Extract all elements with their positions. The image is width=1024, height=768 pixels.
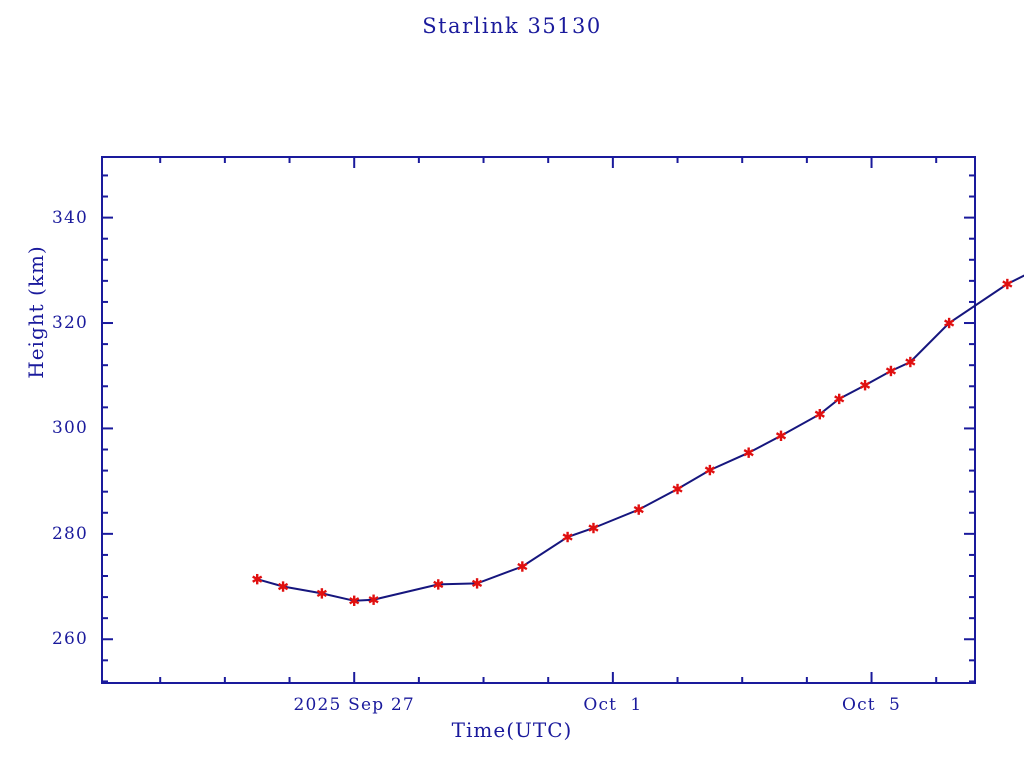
- data-point-marker: [277, 581, 289, 592]
- data-point-marker: [316, 588, 327, 599]
- data-point-marker: [1002, 278, 1013, 290]
- axis-frame: [101, 156, 976, 684]
- x-tick-label: Oct 1: [583, 695, 643, 715]
- data-point-marker: [368, 594, 379, 605]
- y-tick-label: 340: [51, 207, 88, 228]
- y-tick-label: 300: [51, 418, 88, 439]
- data-point-marker: [562, 531, 573, 543]
- data-point-marker: [834, 393, 845, 405]
- data-point-marker: [775, 430, 787, 442]
- data-point-marker: [672, 483, 683, 495]
- data-point-marker: [252, 573, 263, 585]
- x-axis-label: Time(UTC): [451, 718, 573, 742]
- data-point-marker: [349, 595, 360, 606]
- data-line: [256, 274, 1024, 602]
- data-point-marker: [517, 561, 528, 572]
- axis-ticks: [102, 157, 975, 683]
- y-tick-label: 260: [51, 629, 88, 650]
- y-tick-label: 320: [51, 313, 88, 333]
- data-point-marker: [471, 578, 483, 589]
- data-point-marker: [704, 464, 715, 476]
- data-point-marker: [814, 409, 825, 420]
- data-point-marker: [905, 356, 916, 368]
- plot-frame: [101, 156, 976, 684]
- data-point-marker: [885, 365, 897, 377]
- x-tick-label: 2025 Sep 27: [293, 695, 415, 715]
- height-trend-line: [256, 274, 1024, 602]
- data-point-marker: [743, 447, 754, 458]
- chart-title: Starlink 35130: [422, 14, 602, 38]
- y-tick-label: 280: [51, 523, 88, 544]
- data-markers: [252, 278, 1013, 606]
- data-point-marker: [433, 579, 444, 590]
- data-point-marker: [588, 522, 599, 534]
- data-point-marker: [944, 317, 955, 329]
- data-point-marker: [859, 380, 871, 391]
- x-tick-label: Oct 5: [841, 695, 902, 715]
- data-point-marker: [633, 504, 644, 515]
